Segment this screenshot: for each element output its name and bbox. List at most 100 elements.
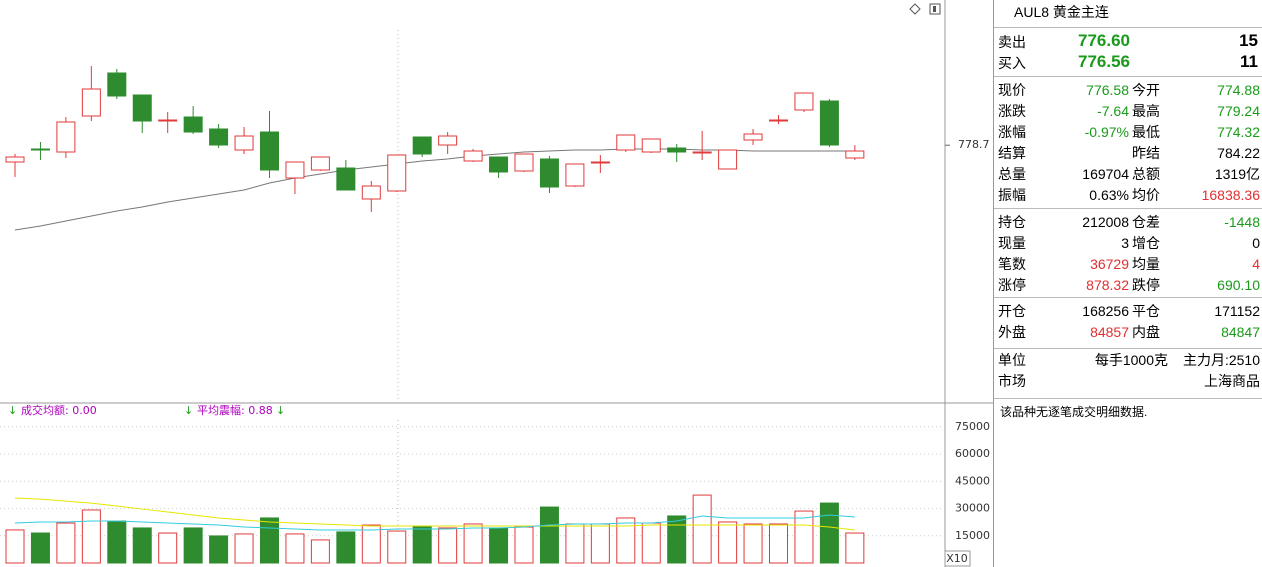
candle-body bbox=[234, 135, 254, 151]
order-volume: 15 bbox=[1239, 31, 1258, 50]
candle-body bbox=[336, 167, 356, 191]
separator bbox=[994, 398, 1262, 399]
candle-body bbox=[387, 154, 407, 192]
volume-bar bbox=[132, 527, 152, 564]
field-value: 16838.36 bbox=[1201, 187, 1260, 203]
field-label: 昨结 bbox=[1132, 145, 1160, 161]
y-tick-label: 778.7 bbox=[958, 138, 990, 151]
y-tick-label: 75000 bbox=[955, 420, 990, 433]
y-tick-label: 45000 bbox=[955, 474, 990, 487]
order-label: 卖出 bbox=[998, 34, 1026, 50]
y-tick-label: 15000 bbox=[955, 529, 990, 542]
candle-body bbox=[769, 119, 788, 122]
separator bbox=[994, 27, 1262, 28]
separator bbox=[994, 348, 1262, 349]
volume-bar bbox=[285, 533, 305, 564]
field-label: 涨跌 bbox=[998, 103, 1026, 119]
field-label: 持仓 bbox=[998, 214, 1026, 230]
volume-bar bbox=[81, 509, 101, 564]
candle-body bbox=[158, 119, 178, 122]
candle-body bbox=[183, 116, 203, 133]
field-value: 84847 bbox=[1221, 324, 1260, 340]
order-price: 776.56 bbox=[1078, 52, 1130, 71]
volume-bar bbox=[692, 494, 712, 564]
order-price: 776.60 bbox=[1078, 31, 1130, 50]
volume-bar bbox=[463, 523, 483, 564]
field-value: 每手1000克 bbox=[1094, 352, 1168, 368]
field-label: 振幅 bbox=[998, 187, 1026, 203]
volume-bar bbox=[769, 523, 788, 564]
field-label: 市场 bbox=[998, 373, 1026, 389]
candle-body bbox=[539, 158, 559, 188]
indicator-label: 平均震幅: 0.88 bbox=[197, 404, 273, 417]
field-value: 878.32 bbox=[1086, 277, 1129, 293]
candle-body bbox=[260, 131, 279, 171]
note: 该品种无逐笔成交明细数据. bbox=[1000, 405, 1148, 419]
field-label: 单位 bbox=[998, 352, 1026, 368]
candle-body bbox=[489, 156, 509, 173]
field-value: 上海商品 bbox=[1204, 373, 1260, 389]
order-label: 买入 bbox=[998, 55, 1026, 71]
candle-body bbox=[30, 148, 50, 151]
field-label: 涨停 bbox=[998, 277, 1026, 293]
volume-bar bbox=[590, 523, 610, 564]
field-value: -1448 bbox=[1224, 214, 1260, 230]
candle-body bbox=[743, 133, 763, 141]
ma-line bbox=[14, 148, 855, 231]
volume-bar bbox=[438, 527, 458, 564]
field-value: 36729 bbox=[1090, 256, 1129, 272]
scale-label: X10 bbox=[946, 552, 968, 565]
field-label: 增仓 bbox=[1132, 235, 1160, 251]
field-value: 171152 bbox=[1214, 303, 1260, 319]
field-label: 最低 bbox=[1132, 124, 1160, 140]
field-value: 1319亿 bbox=[1214, 166, 1260, 182]
volume-bar bbox=[336, 531, 356, 564]
field-label: 仓差 bbox=[1132, 214, 1160, 230]
field-label: 总量 bbox=[998, 166, 1026, 182]
diamond-icon[interactable] bbox=[909, 3, 921, 15]
volume-bar bbox=[489, 527, 509, 564]
volume-bar bbox=[565, 523, 585, 564]
volume-bar bbox=[183, 527, 203, 564]
volume-bar bbox=[667, 515, 687, 564]
candle-body bbox=[845, 150, 865, 159]
candle-body bbox=[132, 94, 152, 122]
field-label: 内盘 bbox=[1132, 324, 1160, 340]
volume-ma-line bbox=[14, 497, 855, 531]
scale-box bbox=[944, 550, 971, 567]
separator bbox=[994, 76, 1262, 77]
field-label: 开仓 bbox=[998, 303, 1026, 319]
field-value: 776.58 bbox=[1086, 82, 1129, 98]
candle-body bbox=[107, 72, 127, 97]
separator bbox=[994, 208, 1262, 209]
candle-body bbox=[641, 138, 661, 153]
volume-bar bbox=[310, 539, 330, 564]
candle-body bbox=[463, 150, 483, 162]
field-label: 均量 bbox=[1132, 256, 1160, 272]
field-value: 3 bbox=[1121, 235, 1129, 251]
field-value: 0 bbox=[1252, 235, 1260, 251]
volume-bar bbox=[412, 525, 432, 564]
volume-bar bbox=[56, 522, 76, 564]
field-label: 跌停 bbox=[1132, 277, 1160, 293]
candle-body bbox=[5, 156, 25, 163]
field-label: 现量 bbox=[998, 235, 1026, 251]
indicator-label: 成交均额: 0.00 bbox=[21, 403, 97, 417]
order-volume: 11 bbox=[1240, 52, 1258, 71]
volume-bar bbox=[387, 530, 407, 564]
arrow-icon: ↓ bbox=[276, 404, 285, 417]
y-tick-label: 30000 bbox=[955, 502, 990, 515]
window-icon-inner bbox=[933, 6, 936, 12]
field-value: 212008 bbox=[1082, 214, 1129, 230]
field-value: 主力月:2510 bbox=[1182, 352, 1260, 368]
candle-body bbox=[565, 163, 585, 187]
volume-bar bbox=[539, 506, 559, 564]
window-icon[interactable] bbox=[929, 3, 941, 15]
volume-bar bbox=[361, 524, 381, 564]
field-label: 平仓 bbox=[1132, 303, 1160, 319]
candle-body bbox=[412, 136, 432, 155]
field-label: 外盘 bbox=[998, 324, 1026, 340]
volume-bar bbox=[5, 529, 25, 564]
candle-body bbox=[718, 149, 738, 170]
